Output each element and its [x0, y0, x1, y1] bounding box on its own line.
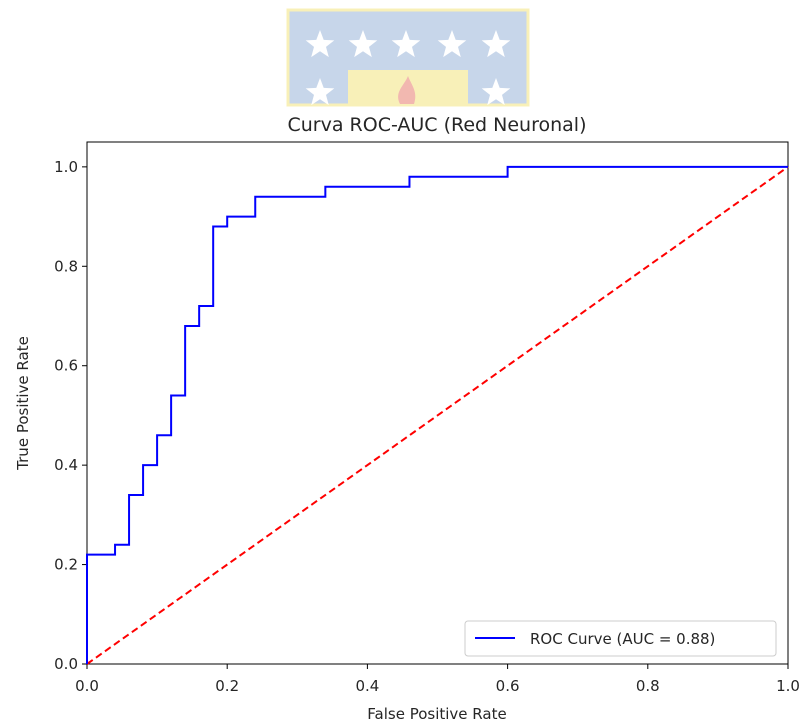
y-tick-label: 0.8	[54, 257, 78, 275]
y-tick-label: 0.0	[54, 655, 78, 673]
x-tick-label: 1.0	[776, 677, 800, 695]
watermark-star-icon	[391, 30, 421, 58]
x-tick-label: 0.0	[75, 677, 99, 695]
watermark-star-icon	[348, 30, 378, 58]
watermark-logo	[286, 8, 530, 107]
x-tick-label: 0.2	[215, 677, 239, 695]
watermark-stars	[305, 30, 511, 106]
x-tick-label: 0.8	[636, 677, 660, 695]
watermark-flame-icon	[398, 76, 416, 104]
y-tick-label: 0.6	[54, 357, 78, 375]
x-axis-label: False Positive Rate	[367, 705, 506, 723]
x-tick-label: 0.6	[496, 677, 520, 695]
legend: ROC Curve (AUC = 0.88)	[464, 620, 777, 657]
watermark-star-icon	[437, 30, 467, 58]
x-tick-label: 0.4	[355, 677, 379, 695]
series-lines	[86, 165, 789, 665]
y-tick-label: 0.2	[54, 556, 78, 574]
watermark-star-icon	[481, 78, 511, 106]
roc-curve-line	[86, 165, 788, 664]
chance-diagonal-line	[86, 166, 789, 665]
y-tick-label: 0.4	[54, 456, 78, 474]
watermark-star-icon	[305, 30, 335, 58]
legend-label-roc: ROC Curve (AUC = 0.88)	[530, 630, 715, 648]
chart-title: Curva ROC-AUC (Red Neuronal)	[287, 114, 586, 136]
legend-box	[464, 620, 777, 657]
watermark-star-icon	[481, 30, 511, 58]
y-axis-label: True Positive Rate	[14, 336, 32, 471]
axis-ticks: 0.0 0.2 0.4 0.6 0.8 1.0 0.0 0.2 0.4 0.6 0.8 1.0	[54, 158, 800, 695]
watermark-star-icon	[305, 78, 335, 106]
y-tick-label: 1.0	[54, 158, 78, 176]
plot-area-frame	[86, 141, 789, 665]
